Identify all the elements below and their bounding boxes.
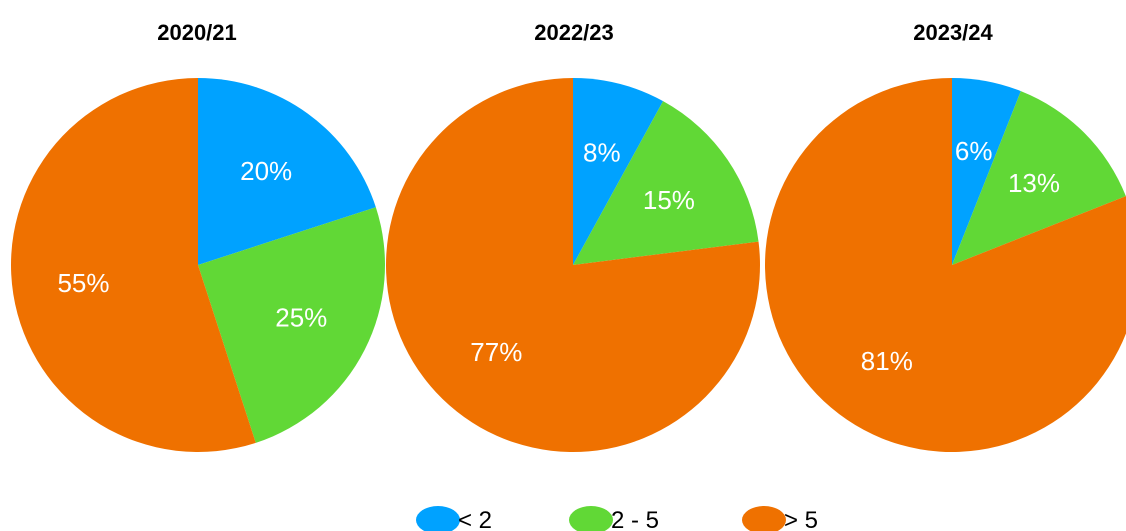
legend-swatch [416,506,460,531]
slice-label: 6% [955,136,993,166]
slice-label: 15% [643,185,695,215]
legend-item-5: > 5 [742,506,818,531]
pie-slice-2-5 [573,101,759,266]
slice-label: 8% [583,138,621,168]
slice-label: 77% [470,337,522,367]
legend-label: < 2 [458,507,492,531]
pie-charts-group: 2020/21 20% 25% 55% 2022/23 8% 15% 77% 2023/24 6%… [10,20,1126,453]
pie-slice-2 [573,78,664,265]
chart-title: 2020/21 [157,20,237,45]
pie-slice-5 [385,78,761,453]
chart-title: 2022/23 [534,20,614,45]
pie-chart-2022-23: 2022/23 8% 15% 77% [385,20,761,453]
pie-chart-2023-24: 2023/24 6% 13% 81% [765,20,1126,452]
chart-title: 2023/24 [913,20,993,45]
pie-slice-2-5 [198,207,385,443]
pie-slice-5 [10,78,256,452]
slice-label: 13% [1008,168,1060,198]
legend-item-2: < 2 [416,506,492,531]
legend-label: 2 - 5 [611,507,659,531]
pie-slice-2-5 [952,91,1126,265]
pie-slice-2 [952,78,1021,265]
legend-label: > 5 [784,507,818,531]
slice-label: 25% [275,303,327,333]
slice-label: 81% [861,346,913,376]
pie-slice-5 [765,78,1126,452]
legend-swatch [742,506,786,531]
slice-label: 55% [57,268,109,298]
legend-item-2-5: 2 - 5 [569,506,659,531]
pie-chart-2020-21: 2020/21 20% 25% 55% [10,20,385,452]
pie-slice-2 [198,78,376,265]
legend: < 2 2 - 5 > 5 [416,506,818,531]
slice-label: 20% [240,156,292,186]
legend-swatch [569,506,613,531]
